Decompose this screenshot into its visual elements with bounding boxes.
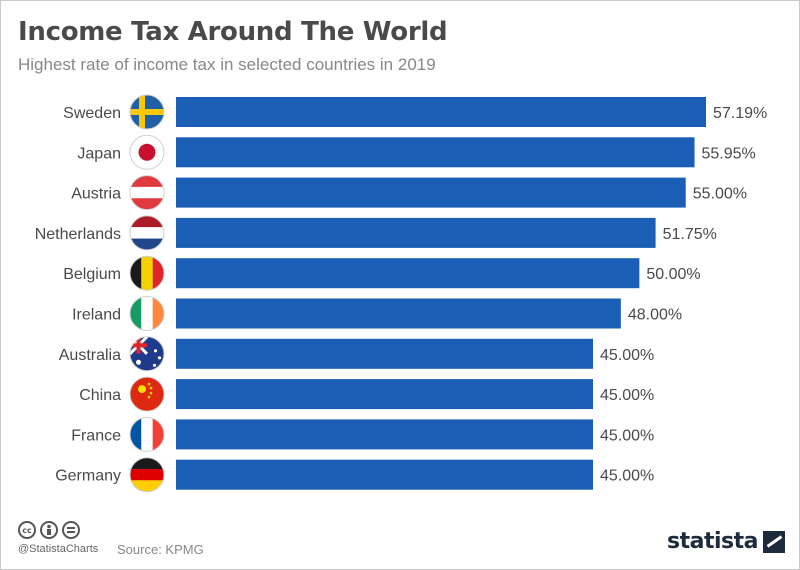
- category-label: France: [71, 427, 121, 444]
- bar[interactable]: [176, 97, 706, 127]
- bar[interactable]: [176, 298, 621, 329]
- bar[interactable]: [176, 258, 640, 289]
- statista-mark-icon: [762, 530, 785, 553]
- statista-logo[interactable]: statista: [667, 529, 785, 554]
- austria-flag-icon: [129, 175, 165, 211]
- sweden-flag-icon: [129, 94, 165, 130]
- bar[interactable]: [176, 379, 594, 410]
- value-label: 57.19%: [713, 105, 767, 122]
- category-label: Belgium: [63, 266, 121, 283]
- japan-flag-icon: [129, 134, 165, 170]
- france-flag-icon: [129, 416, 165, 452]
- bar[interactable]: [176, 217, 656, 248]
- value-label: 45.00%: [600, 427, 654, 444]
- statista-handle[interactable]: @StatistaCharts: [18, 543, 99, 555]
- category-label: Germany: [55, 468, 121, 485]
- category-label: Australia: [59, 347, 121, 364]
- value-label: 50.00%: [646, 266, 700, 283]
- source-note: Source: KPMG: [117, 542, 204, 557]
- bar[interactable]: [176, 338, 594, 369]
- value-label: 48.00%: [628, 307, 682, 324]
- ireland-flag-icon: [129, 296, 165, 331]
- value-label: 55.00%: [693, 186, 747, 203]
- attribution-icon: [40, 521, 58, 539]
- germany-flag-icon: [129, 457, 165, 493]
- cc-icon: cc: [18, 521, 36, 539]
- category-label: Ireland: [72, 307, 121, 324]
- bar-chart: Sweden 57.19% Japan 55.95% Austria 55.00% Neth…: [35, 94, 767, 493]
- category-label: Netherlands: [35, 226, 121, 243]
- value-label: 51.75%: [663, 226, 717, 243]
- bar[interactable]: [176, 137, 695, 168]
- value-label: 45.00%: [600, 387, 654, 404]
- bar[interactable]: [176, 177, 686, 208]
- australia-flag-icon: [129, 336, 165, 372]
- no-derivatives-icon: [62, 521, 80, 539]
- value-label: 45.00%: [600, 468, 654, 485]
- category-label: Austria: [71, 186, 121, 203]
- belgium-flag-icon: [129, 255, 165, 291]
- china-flag-icon: [129, 376, 165, 412]
- value-label: 55.95%: [702, 145, 756, 162]
- category-label: China: [79, 387, 121, 404]
- netherlands-flag-icon: [129, 215, 165, 251]
- value-label: 45.00%: [600, 347, 654, 364]
- chart-title: Income Tax Around The World: [18, 17, 448, 47]
- bar[interactable]: [176, 459, 594, 490]
- chart-subtitle: Highest rate of income tax in selected c…: [18, 55, 436, 74]
- category-label: Japan: [77, 145, 121, 162]
- brand-name: statista: [667, 529, 758, 554]
- license-icons: cc: [18, 521, 80, 539]
- bar[interactable]: [176, 419, 594, 450]
- category-label: Sweden: [63, 105, 121, 122]
